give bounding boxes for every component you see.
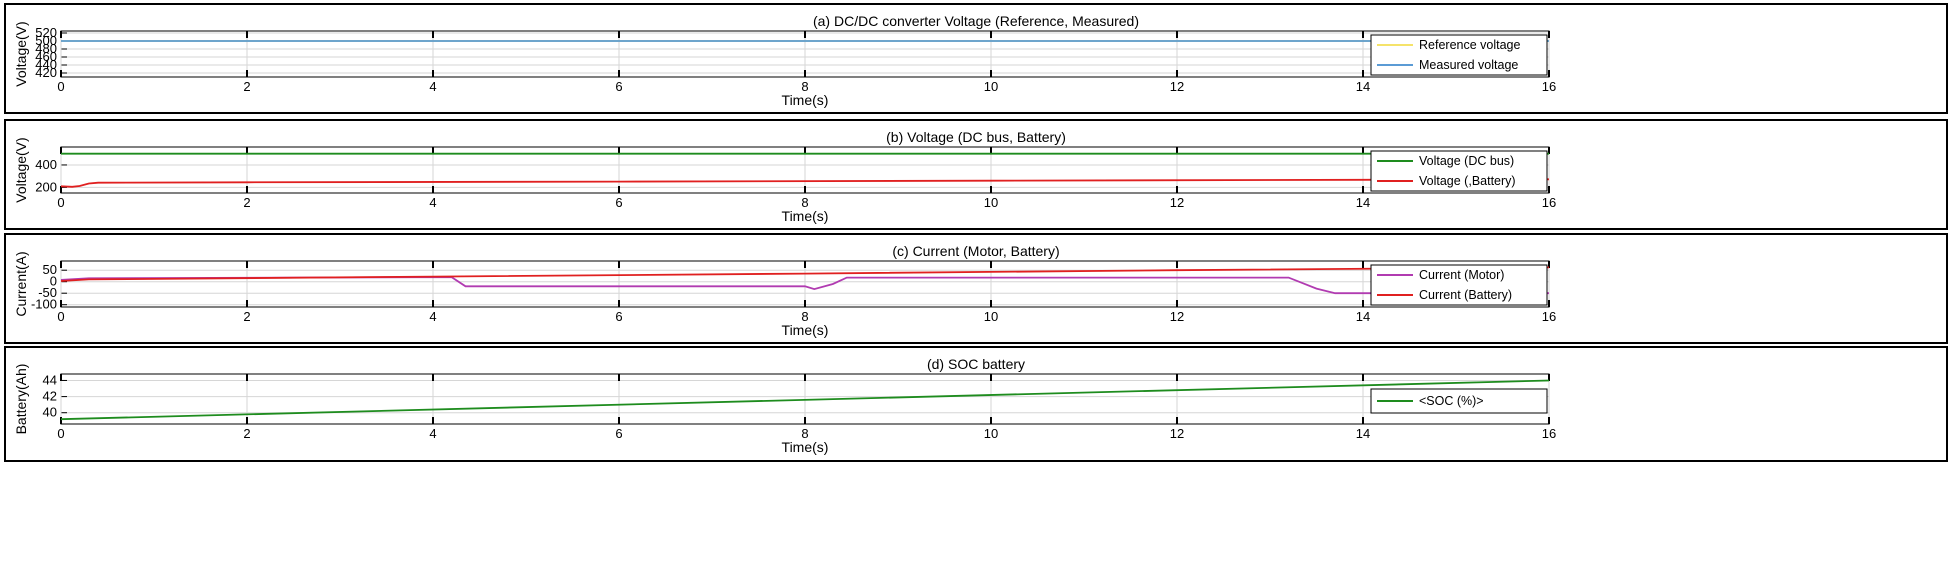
y-axis-label: Battery(Ah) (13, 364, 29, 435)
y-axis-label: Voltage(V) (13, 21, 29, 86)
legend: Current (Motor) Current (Battery) (1370, 264, 1548, 306)
y-tick-label: 44 (43, 372, 57, 387)
chart-1: 200 400 0 2 4 6 8 10 12 14 16 Time(s) Voltage(V) Volt… (13, 137, 1556, 224)
legend-label: Current (Motor) (1419, 268, 1504, 282)
y-tick-label: 40 (43, 405, 57, 420)
chart-title: (d) SOC battery (926, 356, 1026, 372)
x-tick-label: 4 (429, 309, 436, 324)
x-axis-label: Time(s) (782, 439, 829, 455)
y-tick-label: 200 (35, 179, 57, 194)
y-tick-label: 480 (35, 41, 57, 56)
x-tick-label: 4 (429, 195, 436, 210)
x-tick-label: 14 (1356, 79, 1370, 94)
panel-soc-battery: (d) SOC battery 40 42 44 0 2 4 6 8 10 12 14 16 Time(… (4, 346, 1948, 462)
x-tick-label: 0 (57, 309, 64, 324)
legend-label: Current (Battery) (1419, 288, 1512, 302)
legend: <SOC (%)> (1370, 388, 1548, 414)
y-tick-label: -50 (38, 285, 57, 300)
series-line (61, 266, 1549, 282)
x-tick-label: 16 (1542, 79, 1556, 94)
series-line (61, 178, 1549, 188)
y-tick-label: 400 (35, 157, 57, 172)
x-axis-label: Time(s) (782, 92, 829, 108)
x-tick-label: 4 (429, 79, 436, 94)
y-tick-label: 0 (50, 274, 57, 289)
x-tick-label: 10 (984, 79, 998, 94)
x-tick-label: 4 (429, 426, 436, 441)
x-tick-label: 16 (1542, 309, 1556, 324)
x-tick-label: 8 (801, 309, 808, 324)
x-tick-label: 12 (1170, 426, 1184, 441)
x-tick-label: 0 (57, 79, 64, 94)
chart-title: (c) Current (Motor, Battery) (892, 243, 1060, 259)
y-axis-label: Voltage(V) (13, 137, 29, 202)
legend-label: Voltage (DC bus) (1419, 154, 1514, 168)
legend-label: Voltage (,Battery) (1419, 174, 1516, 188)
y-tick-label: 460 (35, 49, 57, 64)
legend-box (1370, 264, 1548, 306)
x-tick-label: 6 (615, 195, 622, 210)
y-tick-label: 50 (43, 262, 57, 277)
x-tick-label: 2 (243, 309, 250, 324)
x-tick-label: 8 (801, 79, 808, 94)
x-axis-label: Time(s) (782, 322, 829, 338)
x-tick-label: 14 (1356, 309, 1370, 324)
legend: Voltage (DC bus) Voltage (,Battery) (1370, 150, 1548, 192)
y-tick-label: 42 (43, 389, 57, 404)
x-tick-label: 6 (615, 309, 622, 324)
chart-title: (b) Voltage (DC bus, Battery) (886, 129, 1066, 145)
x-tick-label: 0 (57, 426, 64, 441)
x-axis-label: Time(s) (782, 208, 829, 224)
y-tick-label: 500 (35, 33, 57, 48)
x-tick-label: 2 (243, 79, 250, 94)
panel-bus-battery-voltage: (b) Voltage (DC bus, Battery) 200 400 0 2 4 6… (4, 119, 1948, 230)
x-tick-label: 0 (57, 195, 64, 210)
chart-title: (a) DC/DC converter Voltage (Reference, … (812, 13, 1140, 29)
y-tick-label: 520 (35, 25, 57, 40)
y-tick-label: 420 (35, 65, 57, 80)
x-tick-label: 16 (1542, 426, 1556, 441)
x-tick-label: 8 (801, 426, 808, 441)
x-tick-label: 16 (1542, 195, 1556, 210)
x-tick-label: 12 (1170, 79, 1184, 94)
x-tick-label: 10 (984, 195, 998, 210)
x-tick-label: 10 (984, 309, 998, 324)
x-tick-label: 14 (1356, 426, 1370, 441)
x-tick-label: 10 (984, 426, 998, 441)
legend-label: Reference voltage (1419, 38, 1521, 52)
x-tick-label: 12 (1170, 195, 1184, 210)
x-tick-label: 8 (801, 195, 808, 210)
x-tick-label: 12 (1170, 309, 1184, 324)
x-tick-label: 2 (243, 195, 250, 210)
y-tick-label: 440 (35, 57, 57, 72)
legend: Reference voltage Measured voltage (1370, 34, 1548, 76)
x-tick-label: 6 (615, 426, 622, 441)
panel-dcdc-voltage: (a) DC/DC converter Voltage (Reference, … (4, 3, 1948, 114)
y-axis-label: Current(A) (13, 251, 29, 316)
x-tick-label: 6 (615, 79, 622, 94)
legend-label: <SOC (%)> (1419, 394, 1484, 408)
x-tick-label: 2 (243, 426, 250, 441)
legend-box (1370, 150, 1548, 192)
y-tick-label: -100 (31, 297, 57, 312)
panel-motor-battery-current: (c) Current (Motor, Battery) -100 -50 0 50 0… (4, 233, 1948, 344)
legend-label: Measured voltage (1419, 58, 1518, 72)
series-line (61, 379, 1549, 421)
x-tick-label: 14 (1356, 195, 1370, 210)
legend-box (1370, 34, 1548, 76)
